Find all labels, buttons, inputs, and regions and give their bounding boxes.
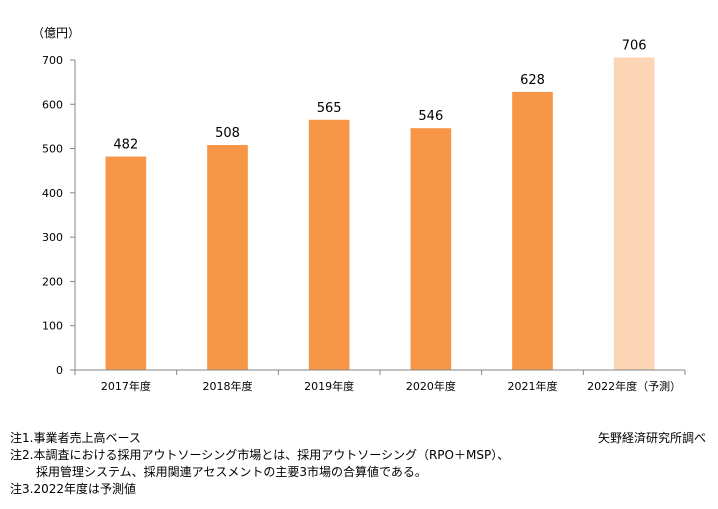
bar-chart: （億円） 0 100 200 300 400 500 600 700 482 508 565 546…: [32, 26, 686, 393]
source-credit: 矢野経済研究所調べ: [597, 431, 706, 445]
bar: [410, 128, 452, 370]
data-label: 546: [418, 109, 443, 124]
data-labels: 482 508 565 546 628 706: [113, 38, 646, 152]
x-axis: 2017年度 2018年度 2019年度 2020年度 2021年度 2022年度（予測）: [74, 369, 686, 393]
y-axis-unit-label: （億円）: [32, 26, 80, 40]
data-label: 565: [317, 101, 342, 116]
y-tick-label: 600: [42, 98, 63, 111]
chart-notes: 注1.事業者売上高ベース 注2.本調査における採用アウトソーシング市場とは、採用…: [10, 430, 509, 498]
x-tick-label: 2017年度: [101, 379, 151, 393]
y-tick-label: 400: [42, 187, 63, 200]
note-2-line-2: 採用管理システム、採用関連アセスメントの主要3市場の合算値である。: [36, 465, 427, 479]
data-label: 706: [622, 38, 647, 53]
note-1: 注1.事業者売上高ベース: [10, 431, 141, 445]
data-label: 482: [113, 138, 138, 153]
note-3: 注3.2022年度は予測値: [10, 482, 136, 496]
x-tick-label: 2019年度: [304, 379, 354, 393]
y-tick-label: 700: [42, 54, 63, 67]
chart-svg: （億円） 0 100 200 300 400 500 600 700 482 508 565 546…: [32, 26, 686, 393]
x-tick-label: 2021年度: [508, 379, 558, 393]
x-tick-label: 2020年度: [406, 379, 456, 393]
y-axis: 0 100 200 300 400 500 600 700: [42, 54, 76, 377]
bar: [512, 91, 553, 370]
y-tick-label: 100: [42, 320, 63, 333]
data-label: 628: [520, 73, 545, 88]
data-label: 508: [215, 126, 240, 141]
bar: [613, 57, 655, 370]
y-tick-label: 500: [42, 143, 63, 156]
y-tick-label: 300: [42, 231, 63, 244]
x-tick-label: 2022年度（予測）: [587, 379, 681, 393]
bar: [105, 156, 147, 370]
note-2-line-1: 注2.本調査における採用アウトソーシング市場とは、採用アウトソーシング（RPO＋…: [10, 448, 510, 462]
bars: [105, 57, 655, 371]
bar: [207, 145, 248, 370]
y-tick-label: 0: [56, 364, 63, 377]
x-tick-label: 2018年度: [203, 379, 253, 393]
bar: [308, 119, 350, 371]
y-tick-label: 200: [42, 275, 63, 288]
